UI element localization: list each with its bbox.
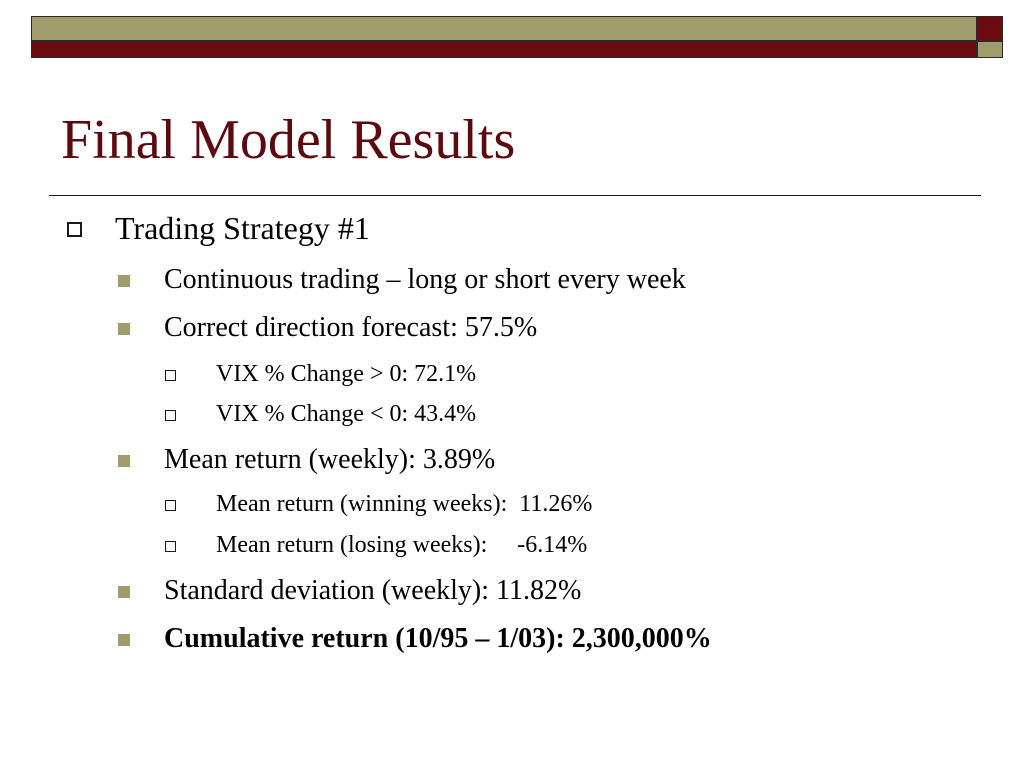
filled-square-icon (118, 323, 130, 335)
filled-square-icon (118, 586, 130, 598)
header-bar-maroon (31, 41, 977, 58)
hollow-square-icon (165, 370, 176, 381)
filled-square-icon (118, 455, 130, 467)
filled-square-icon (118, 634, 130, 646)
bullet-correct-direction: Correct direction forecast: 57.5% (164, 312, 538, 343)
hollow-square-icon (165, 541, 176, 552)
bullet-vix-negative: VIX % Change < 0: 43.4% (216, 401, 477, 427)
header-bar-olive (31, 16, 977, 41)
hollow-square-icon (165, 500, 176, 511)
filled-square-icon (118, 275, 130, 287)
bullet-trading-strategy: Trading Strategy #1 (115, 210, 370, 246)
bullet-vix-positive: VIX % Change > 0: 72.1% (216, 361, 477, 387)
bullet-mean-return-winning: Mean return (winning weeks): 11.26% (216, 491, 593, 517)
bullet-cumulative-return: Cumulative return (10/95 – 1/03): 2,300,… (164, 623, 712, 654)
bullet-standard-deviation: Standard deviation (weekly): 11.82% (164, 575, 582, 606)
bullet-continuous-trading: Continuous trading – long or short every… (164, 264, 686, 295)
bullet-mean-return-losing: Mean return (losing weeks): -6.14% (216, 532, 588, 558)
slide-title: Final Model Results (61, 109, 516, 171)
bullet-mean-return: Mean return (weekly): 3.89% (164, 444, 496, 475)
hollow-square-icon (67, 222, 82, 237)
header-square-maroon (977, 16, 1003, 41)
title-divider (49, 195, 981, 196)
hollow-square-icon (165, 410, 176, 421)
header-square-olive (977, 41, 1003, 58)
